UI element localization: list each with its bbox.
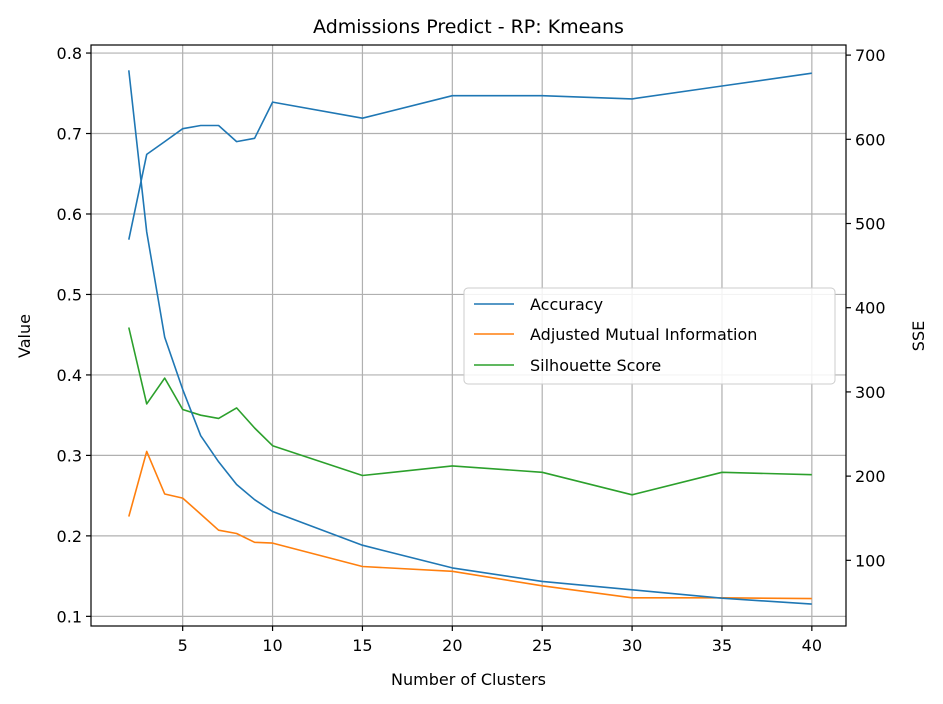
- x-axis-title: Number of Clusters: [391, 670, 546, 689]
- y-tick-label: 0.6: [57, 205, 82, 224]
- x-tick-label: 30: [622, 636, 642, 655]
- series-line-sse: [128, 70, 812, 605]
- x-tick-label: 40: [802, 636, 822, 655]
- legend-label-silhouette: Silhouette Score: [530, 356, 661, 375]
- legend-label-ami: Adjusted Mutual Information: [530, 325, 757, 344]
- legend-label-accuracy: Accuracy: [530, 295, 603, 314]
- y2-tick-label: 600: [855, 130, 886, 149]
- legend-box: [463, 287, 836, 385]
- y-tick-label: 0.8: [57, 44, 82, 63]
- series-line-adjusted-mutual-information: [128, 450, 812, 600]
- y-tick-label: 0.1: [57, 607, 82, 626]
- x-tick-label: 35: [712, 636, 732, 655]
- x-tick-label: 25: [532, 636, 552, 655]
- y-axis-title: Value: [15, 314, 34, 358]
- y-tick-label: 0.3: [57, 446, 82, 465]
- series-layer: [128, 70, 812, 605]
- y-tick-label: 0.7: [57, 125, 82, 144]
- x-tick-label: 20: [442, 636, 462, 655]
- x-tick-label: 15: [352, 636, 372, 655]
- y2-tick-label: 700: [855, 46, 886, 65]
- y-tick-label: 0.2: [57, 527, 82, 546]
- series-line-silhouette-score: [128, 327, 812, 496]
- plot-frame: [90, 44, 847, 627]
- y2-tick-label: 100: [855, 551, 886, 570]
- y2-tick-label: 400: [855, 299, 886, 318]
- y-axis-left: 0.1 0.2 0.3 0.4 0.5 0.6 0.7 0.8: [57, 44, 91, 626]
- x-axis: 5 10 15 20 25 30 35 40: [178, 626, 822, 655]
- legend: Accuracy Adjusted Mutual Information Sil…: [463, 287, 836, 385]
- chart-title: Admissions Predict - RP: Kmeans: [313, 16, 624, 38]
- y2-axis-title: SSE: [909, 321, 928, 351]
- y-axis-right: 100 200 300 400 500 600 700: [846, 46, 886, 570]
- grid: [91, 45, 846, 626]
- y2-tick-label: 500: [855, 215, 886, 234]
- y2-tick-label: 300: [855, 383, 886, 402]
- series-line-accuracy: [128, 72, 812, 240]
- x-tick-label: 10: [262, 636, 282, 655]
- y-tick-label: 0.5: [57, 285, 82, 304]
- y2-tick-label: 200: [855, 467, 886, 486]
- y-tick-label: 0.4: [57, 366, 82, 385]
- x-tick-label: 5: [178, 636, 188, 655]
